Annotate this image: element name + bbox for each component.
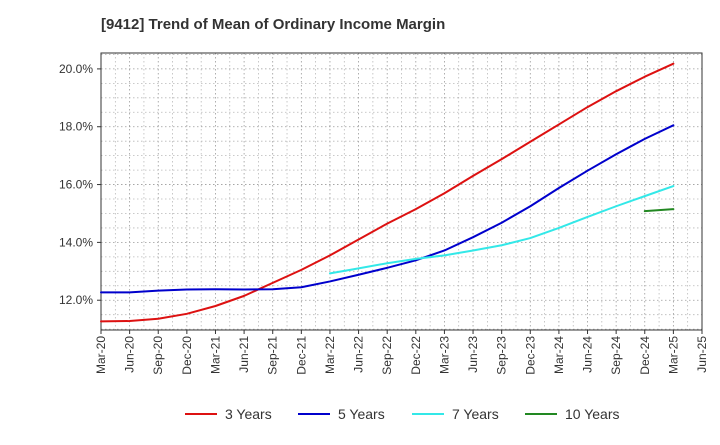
x-tick-label: Jun-25 bbox=[695, 336, 709, 373]
legend: 3 Years 5 Years 7 Years 10 Years bbox=[185, 406, 620, 422]
x-tick-label: Sep-24 bbox=[609, 336, 623, 375]
plot-frame bbox=[100, 52, 703, 331]
x-tick-label: Mar-24 bbox=[552, 336, 566, 374]
legend-label: 7 Years bbox=[452, 406, 499, 422]
x-tick-label: Jun-20 bbox=[123, 336, 137, 373]
x-tick-label: Mar-20 bbox=[94, 336, 108, 374]
x-tick-label: Mar-23 bbox=[437, 336, 451, 374]
x-tick-label: Dec-21 bbox=[294, 336, 308, 375]
legend-label: 10 Years bbox=[565, 406, 620, 422]
x-tick-label: Dec-23 bbox=[523, 336, 537, 375]
x-tick-label: Jun-24 bbox=[581, 336, 595, 373]
x-tick-label: Sep-23 bbox=[495, 336, 509, 375]
x-tick-label: Jun-23 bbox=[466, 336, 480, 373]
grid-lines bbox=[100, 53, 703, 330]
x-tick-label: Sep-22 bbox=[380, 336, 394, 375]
series-line bbox=[328, 185, 675, 275]
series-line bbox=[643, 208, 675, 213]
x-tick-label: Mar-22 bbox=[323, 336, 337, 374]
y-tick-label: 16.0% bbox=[59, 178, 93, 192]
x-tick-label: Jun-22 bbox=[352, 336, 366, 373]
y-tick-label: 12.0% bbox=[59, 293, 93, 307]
chart-title: [9412] Trend of Mean of Ordinary Income … bbox=[101, 16, 446, 33]
x-tick-label: Dec-20 bbox=[180, 336, 194, 375]
x-tick-label: Dec-24 bbox=[638, 336, 652, 375]
x-tick-label: Mar-25 bbox=[666, 336, 680, 374]
y-tick-label: 14.0% bbox=[59, 235, 93, 249]
x-tick-label: Sep-21 bbox=[266, 336, 280, 375]
x-tick-label: Jun-21 bbox=[237, 336, 251, 373]
legend-label: 5 Years bbox=[338, 406, 385, 422]
x-tick-label: Sep-20 bbox=[151, 336, 165, 375]
x-tick-label: Mar-21 bbox=[208, 336, 222, 374]
x-tick-label: Dec-22 bbox=[409, 336, 423, 375]
series-line bbox=[100, 124, 675, 294]
legend-label: 3 Years bbox=[225, 406, 272, 422]
y-tick-label: 18.0% bbox=[59, 120, 93, 134]
y-tick-label: 20.0% bbox=[59, 62, 93, 76]
series-line bbox=[100, 62, 675, 323]
